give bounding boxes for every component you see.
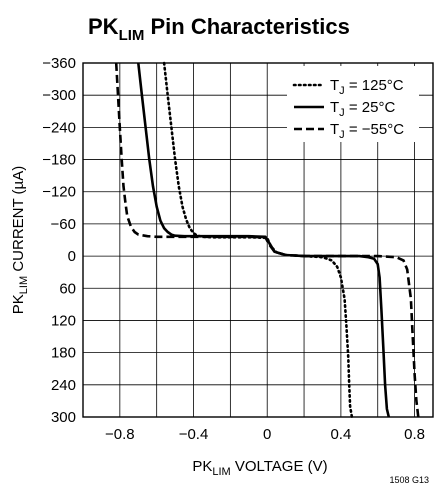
y-tick-labels: −360 −300 −240 −180 −120 −60 0 60 120 180 240 300 <box>42 55 76 426</box>
legend: TJ = 125°CTJ = 25°CTJ = −55°C <box>292 77 404 141</box>
chart-title: PKLIM Pin Characteristics <box>88 14 350 44</box>
x-tick-label: −0.8 <box>105 426 135 443</box>
y-tick-label: −60 <box>51 216 76 233</box>
y-tick-label: 240 <box>51 377 76 394</box>
x-tick-label: 0.8 <box>404 426 425 443</box>
y-tick-label: 0 <box>68 248 76 265</box>
x-tick-labels: −0.8 −0.4 0 0.4 0.8 <box>105 426 425 443</box>
series-line-dotted <box>162 61 354 419</box>
chart-title-main: PK <box>88 14 119 39</box>
y-tick-label: 60 <box>59 280 76 297</box>
y-tick-label: 180 <box>51 345 76 362</box>
x-tick-label: 0.4 <box>330 426 351 443</box>
y-axis-label-main: PK <box>10 294 27 314</box>
legend-label: TJ = 25°C <box>330 99 395 119</box>
y-tick-label: −300 <box>42 87 76 104</box>
y-tick-label: −120 <box>42 184 76 201</box>
chart-title-rest: Pin Characteristics <box>144 14 349 39</box>
y-tick-label: −240 <box>42 119 76 136</box>
x-axis-label-main: PK <box>192 458 212 475</box>
y-tick-label: −360 <box>42 55 76 72</box>
y-axis-label-rest: CURRENT (µA) <box>10 166 27 276</box>
x-tick-label: −0.4 <box>179 426 209 443</box>
series-line-dashed <box>114 62 420 418</box>
series-lines <box>114 61 420 419</box>
y-tick-label: −180 <box>42 152 76 169</box>
y-axis-label-sub: LIM <box>18 276 30 294</box>
chart-title-sub: LIM <box>119 27 145 44</box>
y-tick-label: 120 <box>51 312 76 329</box>
x-axis-label-sub: LIM <box>212 466 230 478</box>
y-axis-label: PKLIM CURRENT (µA) <box>10 166 30 314</box>
legend-label: TJ = 125°C <box>330 77 404 97</box>
plot-frame <box>82 62 434 418</box>
y-tick-label: 300 <box>51 409 76 426</box>
x-tick-label: 0 <box>263 426 271 443</box>
legend-label: TJ = −55°C <box>330 121 404 141</box>
x-axis-label: PKLIM VOLTAGE (V) <box>192 458 327 478</box>
x-axis-label-rest: VOLTAGE (V) <box>231 458 328 475</box>
figure-id: 1508 G13 <box>389 475 429 485</box>
